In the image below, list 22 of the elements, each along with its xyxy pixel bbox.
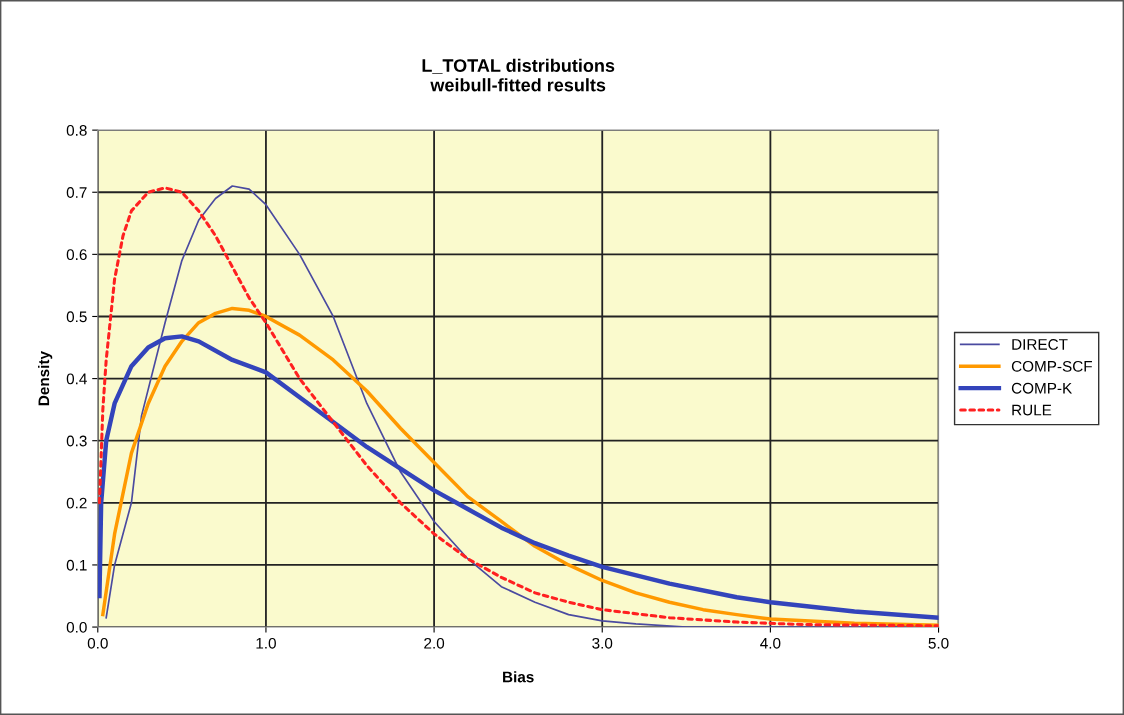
x-tick-label: 3.0 [592, 637, 613, 649]
y-tick-label: 0.3 [66, 435, 87, 447]
chart-title: L_TOTAL distributions weibull-fitted results [422, 58, 615, 92]
y-tick-label: 0.1 [66, 559, 87, 571]
legend-label: COMP-SCF [1011, 360, 1092, 372]
y-tick-label: 0.6 [66, 249, 87, 261]
x-tick-label: 4.0 [760, 637, 781, 649]
y-tick-label: 0.8 [66, 125, 87, 136]
x-tick-label: 0.0 [87, 637, 108, 649]
legend-label: COMP-K [1011, 382, 1073, 394]
legend-label: DIRECT [1012, 339, 1068, 350]
y-axis-title: Density [38, 351, 53, 406]
y-tick-label: 0.4 [66, 373, 87, 385]
y-tick-label: 0.0 [66, 621, 87, 633]
x-tick-label: 1.0 [256, 637, 276, 649]
y-tick-label: 0.7 [66, 187, 87, 198]
legend-label: RULE [1012, 404, 1052, 416]
y-tick-label: 0.5 [66, 311, 87, 323]
x-axis-title: Bias [503, 671, 534, 683]
x-tick-label: 5.0 [928, 637, 949, 649]
x-tick-label: 2.0 [424, 637, 445, 649]
y-tick-label: 0.2 [66, 497, 87, 509]
